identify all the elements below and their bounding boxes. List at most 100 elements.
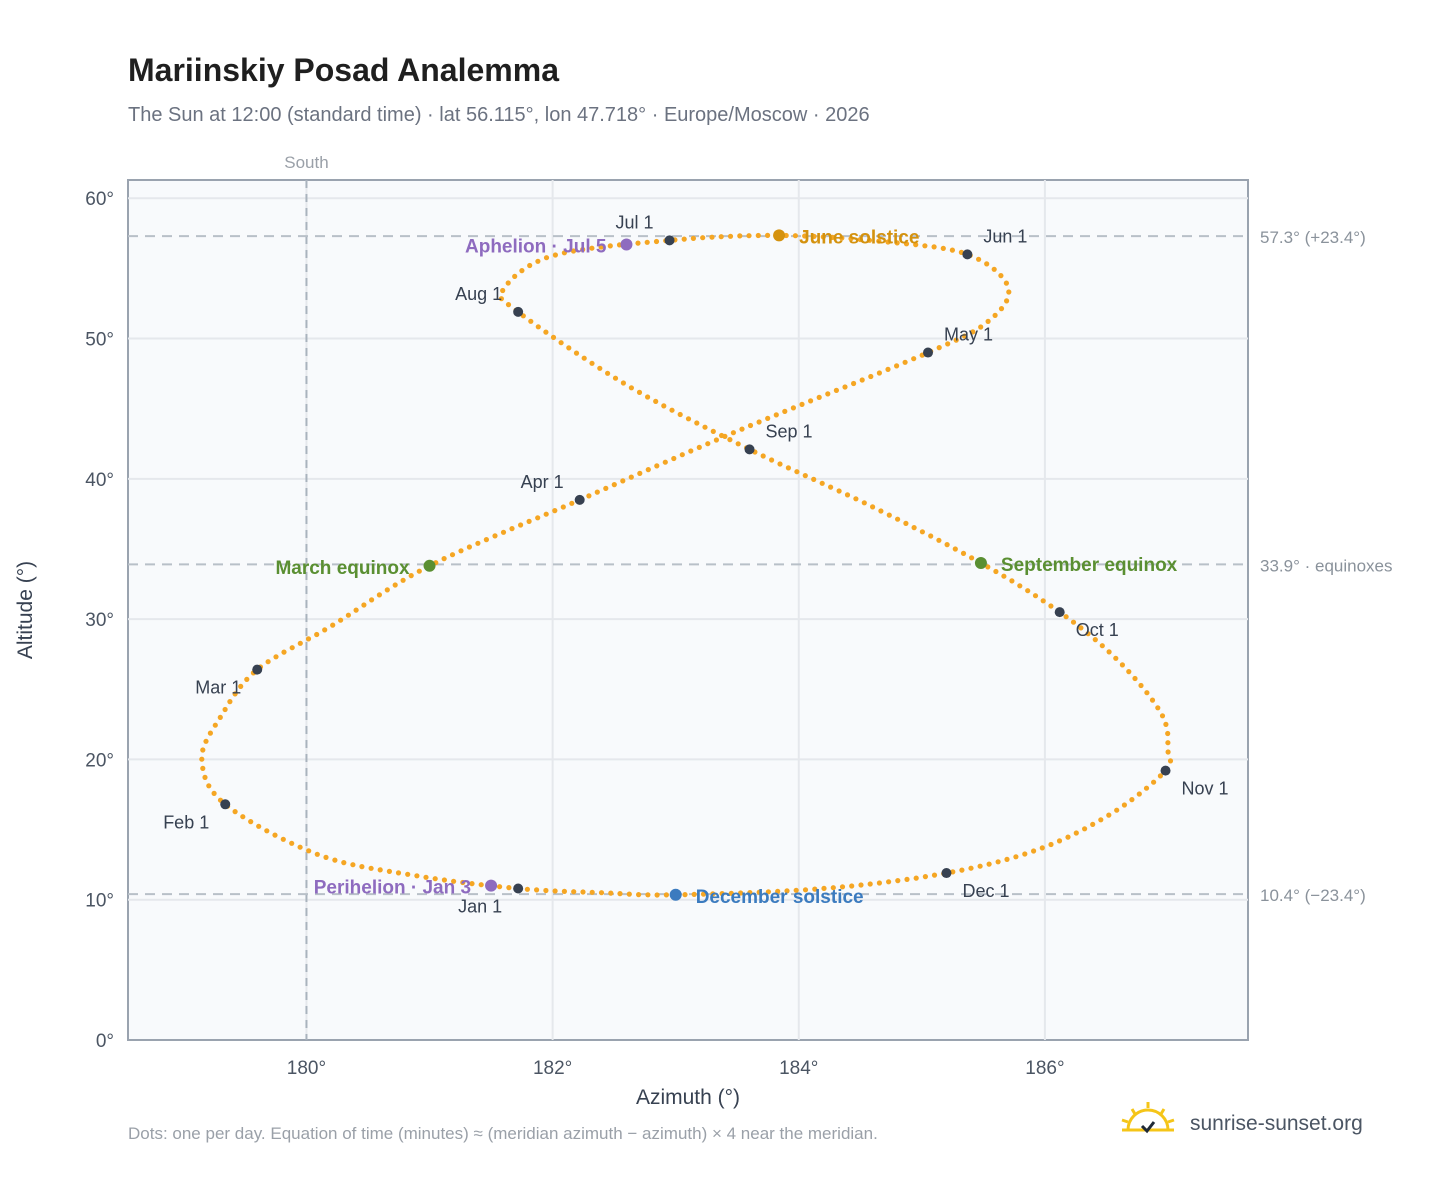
daily-dot	[405, 871, 411, 877]
daily-dot	[653, 238, 660, 245]
daily-dot	[626, 891, 632, 897]
daily-dot	[1070, 619, 1077, 625]
daily-dot	[232, 809, 238, 815]
daily-dot	[682, 892, 688, 898]
daily-dot	[206, 783, 212, 789]
daily-dot	[802, 233, 808, 239]
daily-dot	[922, 874, 929, 880]
south-label: South	[284, 153, 328, 172]
daily-dot	[735, 441, 741, 447]
x-tick-label: 182°	[533, 1058, 572, 1079]
daily-dot	[297, 640, 303, 646]
month-dot	[513, 306, 524, 317]
daily-dot	[709, 234, 715, 240]
daily-dot	[1082, 826, 1088, 832]
month-label: Jan 1	[458, 896, 502, 916]
daily-dot	[376, 592, 382, 598]
daily-dot	[377, 867, 383, 873]
daily-dot	[566, 345, 572, 351]
daily-dot	[885, 239, 891, 245]
brand-name: sunrise-sunset.org	[1190, 1112, 1363, 1135]
daily-dot	[620, 478, 626, 484]
daily-dot	[211, 790, 217, 797]
daily-dot	[945, 341, 951, 347]
daily-dot	[1132, 675, 1138, 682]
daily-dot	[1157, 773, 1163, 779]
daily-dot	[904, 876, 910, 883]
daily-dot	[765, 232, 771, 238]
daily-dot	[589, 360, 595, 366]
daily-dot	[799, 401, 805, 407]
daily-dot	[449, 552, 456, 558]
month-dot	[941, 868, 952, 879]
daily-dot	[332, 857, 338, 863]
chart-subtitle: The Sun at 12:00 (standard time) · lat 5…	[128, 104, 870, 126]
daily-dot	[700, 891, 707, 897]
daily-dot	[497, 884, 503, 890]
daily-dot	[1090, 821, 1096, 828]
daily-dot	[756, 419, 762, 425]
daily-dot	[853, 496, 859, 502]
daily-dot	[322, 627, 328, 633]
daily-dot	[1151, 779, 1157, 785]
daily-dot	[949, 247, 956, 253]
daily-dot	[727, 437, 733, 443]
daily-dot	[885, 366, 891, 372]
month-label: Mar 1	[195, 678, 241, 698]
daily-dot	[594, 489, 600, 495]
daily-dot	[498, 296, 504, 302]
daily-dot	[894, 363, 900, 369]
daily-dot	[936, 537, 942, 543]
daily-dot	[1119, 662, 1125, 668]
daily-dot	[505, 302, 512, 308]
daily-dot	[207, 730, 213, 736]
daily-dot	[505, 280, 511, 286]
daily-dot	[773, 412, 779, 418]
daily-dot	[478, 882, 484, 888]
month-label: Jul 1	[616, 212, 654, 232]
daily-dot	[984, 261, 990, 267]
daily-dot	[802, 887, 809, 893]
daily-dot	[509, 526, 515, 532]
sun-logo-icon	[1121, 1102, 1175, 1134]
daily-dot	[330, 622, 336, 628]
daily-dot	[857, 236, 863, 243]
daily-dot	[607, 243, 613, 249]
daily-dot	[849, 883, 855, 889]
daily-dot	[688, 448, 694, 454]
daily-dot	[543, 329, 549, 335]
y-tick-label: 20°	[85, 750, 114, 771]
daily-dot	[524, 886, 531, 892]
daily-dot	[441, 556, 447, 562]
daily-dot	[534, 887, 540, 893]
daily-dot	[998, 273, 1004, 279]
daily-dot	[1126, 669, 1132, 675]
daily-dot	[1013, 854, 1019, 860]
daily-dot	[526, 518, 532, 525]
daily-dot	[677, 411, 683, 418]
daily-dot	[760, 453, 766, 459]
daily-dot	[1106, 812, 1112, 818]
daily-dot	[671, 455, 677, 462]
daily-dot	[1004, 856, 1010, 863]
month-label: Oct 1	[1076, 620, 1119, 640]
event-label: June solstice	[799, 227, 919, 248]
daily-dot	[719, 891, 725, 897]
daily-dot	[705, 441, 711, 447]
daily-dot	[931, 872, 938, 878]
daily-dot	[662, 459, 668, 465]
daily-dot	[960, 550, 967, 557]
daily-dot	[586, 493, 592, 499]
daily-dot	[200, 747, 206, 753]
month-label: May 1	[944, 325, 993, 345]
daily-dot	[911, 356, 917, 362]
daily-dot	[506, 885, 512, 891]
daily-dot	[589, 245, 595, 251]
daily-dot	[519, 268, 525, 274]
daily-dot	[728, 890, 734, 896]
daily-dot	[858, 882, 864, 888]
daily-dot	[281, 649, 287, 655]
brand-logo[interactable]: sunrise-sunset.org	[1120, 1100, 1400, 1148]
daily-dot	[297, 844, 303, 850]
daily-dot	[1163, 721, 1169, 728]
